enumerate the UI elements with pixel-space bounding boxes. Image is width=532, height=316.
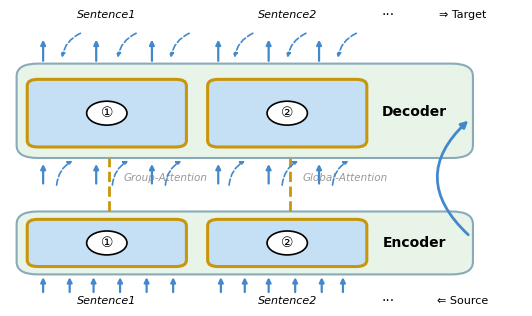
Text: ②: ② (281, 236, 294, 250)
Text: Sentence1: Sentence1 (77, 10, 137, 20)
FancyBboxPatch shape (16, 211, 473, 274)
FancyBboxPatch shape (27, 219, 186, 266)
FancyBboxPatch shape (207, 79, 367, 147)
Text: ···: ··· (381, 8, 395, 22)
Text: ①: ① (101, 236, 113, 250)
Text: Decoder: Decoder (382, 105, 447, 119)
Text: Global-Attention: Global-Attention (303, 173, 388, 184)
Text: ⇐ Source: ⇐ Source (437, 296, 488, 306)
Text: Sentence2: Sentence2 (257, 10, 317, 20)
Text: ①: ① (101, 106, 113, 120)
FancyBboxPatch shape (16, 64, 473, 158)
Text: ②: ② (281, 106, 294, 120)
Text: Sentence1: Sentence1 (77, 296, 137, 306)
Circle shape (267, 101, 307, 125)
Text: ···: ··· (381, 294, 395, 308)
Text: ⇒ Target: ⇒ Target (439, 10, 486, 20)
Circle shape (87, 101, 127, 125)
Text: Group-Attention: Group-Attention (123, 173, 207, 184)
FancyBboxPatch shape (27, 79, 186, 147)
FancyBboxPatch shape (207, 219, 367, 266)
Text: Sentence2: Sentence2 (257, 296, 317, 306)
Circle shape (267, 231, 307, 255)
Circle shape (87, 231, 127, 255)
Text: Encoder: Encoder (383, 236, 446, 250)
